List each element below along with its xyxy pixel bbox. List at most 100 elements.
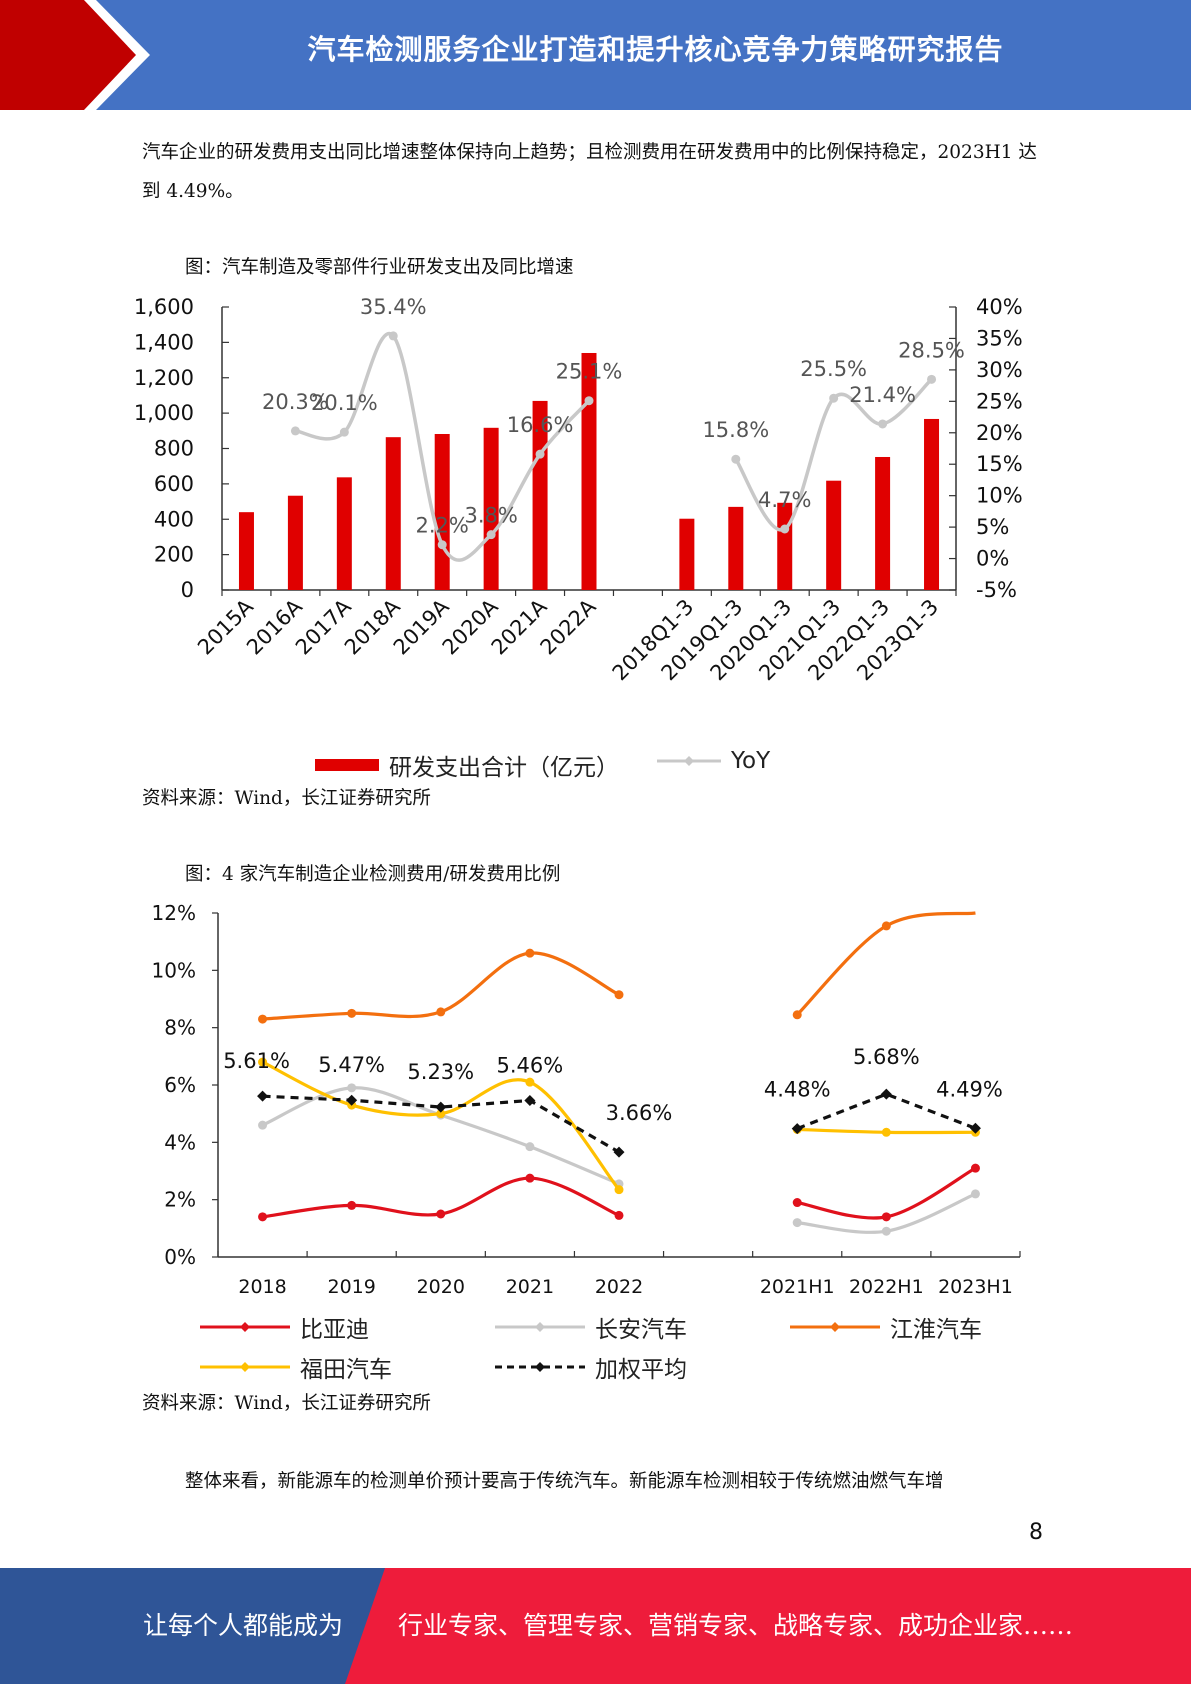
y-tick-label: 2%	[164, 1188, 196, 1212]
series-point	[614, 1185, 624, 1195]
rd-expense-bar	[385, 437, 401, 590]
yoy-data-label: 25.5%	[800, 357, 867, 381]
x-tick-label: 2018	[238, 1276, 286, 1298]
yoy-point	[927, 374, 937, 384]
figure2-caption: 图：4 家汽车制造企业检测费用/研发费用比例	[185, 864, 561, 885]
weighted-average-label: 5.46%	[497, 1053, 564, 1077]
legend-label: YoY	[731, 748, 771, 774]
legend-line-swatch-icon	[657, 756, 721, 766]
series-point	[347, 1200, 357, 1210]
yoy-data-labels: 20.3%20.1% 35.4% 2.2%3.8% 16.6% 25.1% 15.8% 4.…	[262, 295, 965, 538]
weighted-average-label: 3.66%	[606, 1101, 673, 1125]
legend-label: 江淮汽车	[890, 1317, 982, 1343]
legend-item-foton: 福田汽车	[200, 1350, 392, 1384]
yoy-point	[584, 396, 594, 406]
series-point	[525, 948, 535, 958]
x-tick-label: 2020	[417, 1276, 465, 1298]
weighted-average-point	[969, 1122, 981, 1134]
rd-expense-bar	[728, 506, 744, 590]
rd-expense-bar	[679, 518, 695, 590]
series-point	[258, 1120, 268, 1130]
test-cost-ratio-axes: 0% 2% 4% 6% 8% 10% 12% 2018 2019 2020 2021 2022 2021…	[152, 901, 1021, 1298]
rd-expense-chart: 0 200 400 600 800 1,000 1,200 1,400 1,600 -5% 0% 5%…	[134, 295, 1023, 685]
weighted-average-label: 5.61%	[223, 1049, 290, 1073]
legend-dashed-swatch-icon	[495, 1362, 585, 1372]
legend-label: 比亚迪	[300, 1317, 369, 1343]
y-tick-label: 4%	[164, 1130, 196, 1154]
yoy-data-label: 35.4%	[360, 295, 427, 319]
x-tick-label: 2022A	[536, 594, 601, 659]
series-point	[525, 1142, 535, 1152]
legend-line-swatch-icon	[495, 1322, 585, 1332]
yoy-data-label: 3.8%	[464, 504, 517, 528]
series-point	[436, 1209, 446, 1219]
rd-expense-bars	[238, 352, 940, 590]
weighted-average-label: 4.48%	[764, 1078, 831, 1102]
footer-background	[0, 1568, 1191, 1684]
yoy-point	[290, 426, 300, 436]
series-point	[881, 1212, 891, 1222]
right-tick-label: 0%	[976, 547, 1009, 571]
legend-item-weighted-average: 加权平均	[495, 1350, 687, 1384]
test-cost-ratio-chart: 0% 2% 4% 6% 8% 10% 12% 2018 2019 2020 2021 2022 2021…	[152, 901, 1021, 1298]
series-point	[258, 1057, 268, 1067]
rd-expense-bar	[924, 418, 940, 590]
footer-slogan-right: 行业专家、管理专家、营销专家、战略专家、成功企业家……	[398, 1611, 1074, 1640]
left-tick-label: 400	[154, 507, 194, 531]
series-line-3	[261, 1060, 621, 1191]
yoy-point	[437, 540, 447, 550]
legend-item-byd: 比亚迪	[200, 1310, 369, 1344]
weighted-average-point	[613, 1146, 625, 1158]
weighted-average-point	[346, 1094, 358, 1106]
yoy-point	[535, 449, 545, 459]
yoy-data-label: 2.2%	[416, 514, 469, 538]
header-title: 汽车检测服务企业打造和提升核心竞争力策略研究报告	[307, 33, 1004, 66]
rd-expense-bar	[287, 495, 303, 590]
page-header: 汽车检测服务企业打造和提升核心竞争力策略研究报告	[0, 0, 1191, 110]
series-point	[614, 990, 624, 1000]
legend-label: 研发支出合计（亿元）	[389, 755, 619, 781]
series-point	[970, 1163, 980, 1173]
series-point	[614, 1210, 624, 1220]
legend-bar-swatch-icon	[315, 759, 379, 771]
series-point	[525, 1077, 535, 1087]
yoy-data-label: 20.3%	[262, 390, 329, 414]
left-tick-label: 1,000	[134, 401, 194, 425]
weighted-average-label: 4.49%	[936, 1077, 1003, 1101]
legend-line-swatch-icon	[200, 1362, 290, 1372]
test-cost-ratio-lines	[257, 911, 981, 1236]
series-point	[525, 1173, 535, 1183]
weighted-average-point	[435, 1101, 447, 1113]
rd-expense-bar	[483, 427, 499, 590]
left-tick-label: 1,400	[134, 330, 194, 354]
series-point	[881, 1127, 891, 1137]
weighted-average-point	[524, 1094, 536, 1106]
right-tick-label: 30%	[976, 358, 1023, 382]
legend-item-rd-total: 研发支出合计（亿元）	[315, 748, 619, 782]
right-tick-label: 35%	[976, 326, 1023, 350]
series-point	[881, 921, 891, 931]
legend-label: 福田汽车	[300, 1357, 392, 1383]
left-tick-label: 600	[154, 472, 194, 496]
header-chevron-icon	[0, 0, 150, 110]
yoy-data-label: 4.7%	[758, 488, 811, 512]
yoy-point	[486, 530, 496, 540]
x-tick-label: 2022	[595, 1276, 643, 1298]
left-tick-label: 1,600	[134, 295, 194, 319]
yoy-point	[780, 524, 790, 534]
figure1-source: 资料来源：Wind，长江证券研究所	[142, 788, 431, 809]
x-tick-label: 2021	[506, 1276, 554, 1298]
legend-label: 长安汽车	[595, 1317, 687, 1343]
test-cost-ratio-legend: 比亚迪 长安汽车 江淮汽车 福田汽车 加权平均	[200, 1310, 1060, 1390]
legend-item-changan: 长安汽车	[495, 1310, 687, 1344]
x-tick-label: 2022H1	[849, 1276, 924, 1298]
x-tick-label: 2023H1	[938, 1276, 1013, 1298]
legend-item-jac: 江淮汽车	[790, 1310, 982, 1344]
closing-paragraph: 整体来看，新能源车的检测单价预计要高于传统汽车。新能源车检测相较于传统燃油燃气车…	[185, 1471, 944, 1492]
footer-slogan-left: 让每个人都能成为	[143, 1611, 344, 1640]
yoy-point	[829, 393, 839, 403]
series-point	[258, 1212, 268, 1222]
right-tick-label: 20%	[976, 421, 1023, 445]
y-tick-label: 6%	[164, 1073, 196, 1097]
rd-expense-x-labels: 2015A2016A2017A2018A2019A2020A2021A2022A…	[193, 594, 943, 685]
